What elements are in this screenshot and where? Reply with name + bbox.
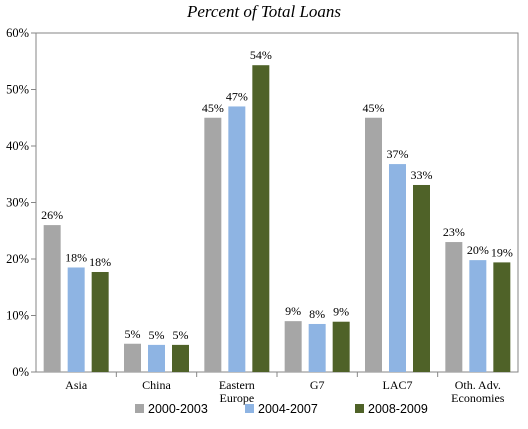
y-tick-label: 10% — [6, 309, 29, 323]
category-label: Asia — [65, 378, 88, 392]
plot-area: 0% 10% 20% 30% 40% 50% 60% 26% 18% 18% Asia 5% 5% 5% C… — [6, 26, 519, 405]
category-label: China — [142, 378, 171, 392]
bar-2004-2007-2 — [228, 106, 246, 372]
data-label: 5% — [125, 327, 141, 341]
bar-2000-2003-5 — [445, 242, 463, 372]
legend-swatch — [245, 404, 254, 413]
data-label: 9% — [285, 304, 301, 318]
category-label: Oth. Adv. — [455, 378, 501, 392]
category-label: LAC7 — [383, 378, 413, 392]
bar-2008-2009-1 — [172, 344, 189, 372]
data-label: 47% — [226, 89, 248, 103]
data-label: 37% — [387, 147, 409, 161]
bar-2004-2007-3 — [308, 323, 326, 372]
data-label: 20% — [467, 243, 489, 257]
data-label: 18% — [89, 255, 111, 269]
bar-2004-2007-4 — [389, 164, 406, 372]
category-label: Europe — [220, 391, 255, 405]
data-label: 26% — [41, 208, 63, 222]
legend-swatch — [355, 404, 364, 413]
bar-2004-2007-1 — [148, 344, 165, 372]
y-tick-label: 0% — [12, 365, 29, 379]
bar-2004-2007-5 — [469, 260, 487, 372]
y-tick-label: 40% — [6, 139, 29, 153]
bar-2004-2007-0 — [67, 267, 85, 372]
category-label: Eastern — [219, 378, 255, 392]
y-tick-label: 20% — [6, 252, 29, 266]
bar-2008-2009-0 — [91, 271, 109, 372]
legend-label: 2008-2009 — [368, 402, 428, 416]
bar-2000-2003-1 — [124, 343, 141, 372]
legend-label: 2004-2007 — [258, 402, 318, 416]
y-tick-label: 30% — [6, 196, 29, 210]
y-tick-label: 60% — [6, 26, 29, 40]
data-label: 8% — [309, 307, 325, 321]
bar-2008-2009-3 — [332, 321, 350, 372]
data-label: 9% — [333, 305, 349, 319]
data-label: 18% — [65, 250, 87, 264]
bar-2008-2009-2 — [252, 65, 270, 372]
chart-title: Percent of Total Loans — [186, 2, 341, 21]
data-label: 19% — [491, 245, 513, 259]
legend-swatch — [135, 404, 144, 413]
legend-label: 2000-2003 — [148, 402, 208, 416]
bar-2008-2009-5 — [493, 262, 511, 372]
data-label: 45% — [202, 101, 224, 115]
bar-2000-2003-0 — [43, 225, 61, 372]
data-label: 23% — [443, 225, 465, 239]
bar-2008-2009-4 — [413, 184, 430, 372]
legend: 2000-2003 2004-2007 2008-2009 — [135, 402, 428, 416]
data-label: 5% — [173, 328, 189, 342]
data-label: 45% — [363, 101, 385, 115]
category-label: G7 — [310, 378, 325, 392]
category-label: Economies — [451, 391, 505, 405]
bar-2000-2003-4 — [365, 117, 382, 372]
data-label: 33% — [411, 168, 433, 182]
y-tick-label: 50% — [6, 83, 29, 97]
data-label: 54% — [250, 48, 272, 62]
bar-2000-2003-3 — [284, 321, 302, 372]
bar-2000-2003-2 — [204, 117, 222, 372]
data-label: 5% — [149, 328, 165, 342]
